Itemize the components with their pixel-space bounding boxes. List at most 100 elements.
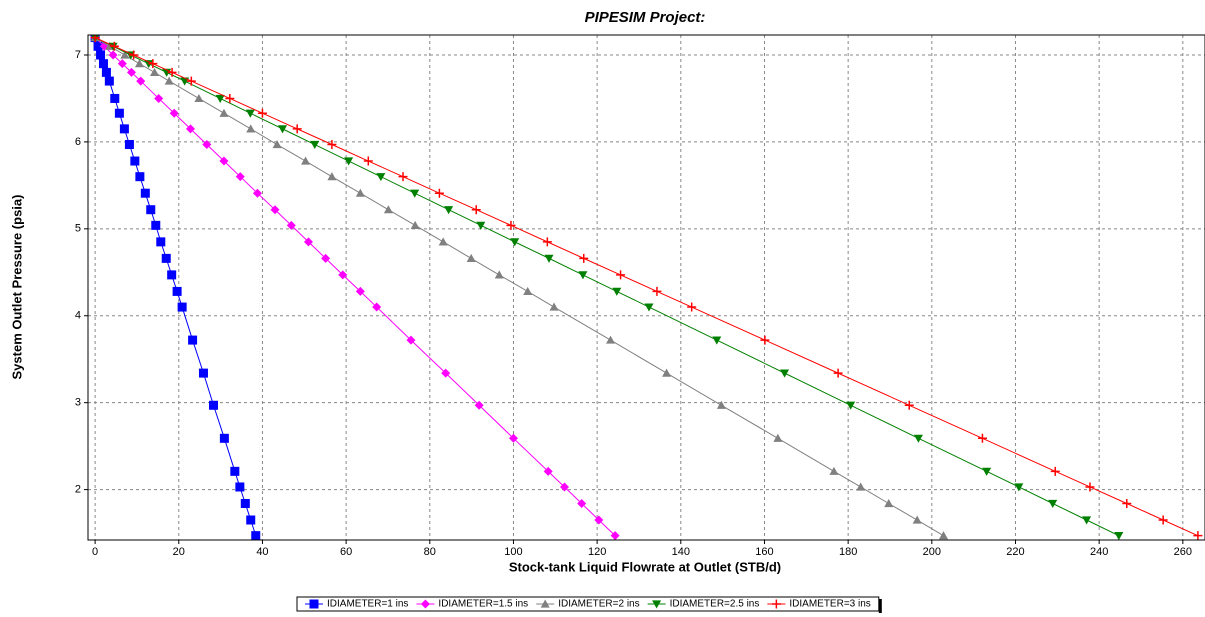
marker xyxy=(606,335,616,344)
plot-area xyxy=(90,35,1203,540)
marker xyxy=(110,93,120,103)
marker xyxy=(225,93,235,103)
marker xyxy=(344,157,354,166)
y-tick-label: 5 xyxy=(75,223,81,235)
marker xyxy=(543,466,553,476)
marker xyxy=(240,498,250,508)
marker xyxy=(410,189,420,198)
marker xyxy=(108,50,118,60)
marker xyxy=(135,172,145,182)
marker xyxy=(466,253,476,262)
x-tick-label: 200 xyxy=(923,546,941,558)
marker xyxy=(129,50,139,60)
marker xyxy=(164,76,174,85)
marker xyxy=(146,205,156,215)
marker xyxy=(252,188,262,198)
y-axis-label: System Outlet Pressure (psia) xyxy=(9,195,24,380)
marker xyxy=(140,188,150,198)
x-axis-label: Stock-tank Liquid Flowrate at Outlet (ST… xyxy=(509,559,781,574)
marker xyxy=(104,76,114,86)
marker xyxy=(594,515,604,525)
marker xyxy=(114,108,124,118)
marker xyxy=(177,302,187,312)
x-tick-label: 180 xyxy=(839,546,857,558)
y-tick-label: 6 xyxy=(75,136,81,148)
marker xyxy=(771,599,781,609)
marker xyxy=(398,172,408,182)
marker xyxy=(219,433,229,443)
series-line xyxy=(94,37,1199,537)
marker xyxy=(939,531,949,540)
marker xyxy=(278,125,288,134)
legend-label: IDIAMETER=3 ins xyxy=(789,599,870,610)
legend-label: IDIAMETER=2 ins xyxy=(558,599,639,610)
x-tick-label: 60 xyxy=(340,546,352,558)
marker xyxy=(327,140,337,150)
marker xyxy=(194,93,204,103)
marker xyxy=(98,59,108,69)
marker xyxy=(219,156,229,166)
marker xyxy=(235,172,245,182)
marker xyxy=(136,76,146,86)
marker xyxy=(185,124,195,134)
marker xyxy=(712,336,722,345)
marker xyxy=(1193,531,1203,540)
marker xyxy=(612,287,622,296)
x-tick-label: 80 xyxy=(424,546,436,558)
marker xyxy=(471,205,481,215)
x-tick-label: 240 xyxy=(1090,546,1108,558)
marker xyxy=(420,599,430,609)
marker xyxy=(716,400,726,409)
x-tick-label: 220 xyxy=(1006,546,1024,558)
marker xyxy=(372,302,382,312)
marker xyxy=(560,482,570,492)
marker xyxy=(235,482,245,492)
marker xyxy=(120,50,130,59)
marker xyxy=(151,220,161,230)
x-tick-label: 120 xyxy=(588,546,606,558)
marker xyxy=(246,124,256,133)
legend-shadow xyxy=(878,599,882,613)
marker xyxy=(215,94,225,103)
marker xyxy=(444,206,454,215)
marker xyxy=(309,599,319,609)
x-tick-label: 100 xyxy=(504,546,522,558)
y-tick-label: 7 xyxy=(75,49,81,61)
marker xyxy=(303,237,313,247)
marker xyxy=(209,400,219,410)
marker xyxy=(272,140,282,149)
marker xyxy=(257,108,267,118)
legend: IDIAMETER=1 ins IDIAMETER=1.5 ins IDIAMETE… xyxy=(296,596,882,613)
marker xyxy=(117,59,127,69)
marker xyxy=(355,286,365,296)
marker xyxy=(1158,515,1168,525)
marker xyxy=(93,41,103,51)
marker xyxy=(441,368,451,378)
marker xyxy=(150,67,160,76)
marker xyxy=(169,108,179,118)
marker xyxy=(270,205,280,215)
marker xyxy=(251,531,261,540)
marker xyxy=(245,109,255,118)
marker xyxy=(202,140,212,150)
marker xyxy=(434,188,444,198)
marker xyxy=(1114,532,1124,540)
marker xyxy=(494,270,504,279)
marker xyxy=(327,172,337,181)
marker xyxy=(542,237,552,247)
marker xyxy=(652,600,662,609)
chart-title: PIPESIM Project: xyxy=(585,9,706,26)
marker xyxy=(148,59,158,69)
marker xyxy=(321,253,331,263)
marker xyxy=(109,41,119,51)
marker xyxy=(829,466,839,475)
marker xyxy=(662,368,672,377)
marker xyxy=(186,76,196,86)
marker xyxy=(130,156,140,166)
marker xyxy=(610,531,620,540)
marker xyxy=(578,271,588,280)
marker xyxy=(652,286,662,296)
marker xyxy=(476,221,486,230)
legend-label: IDIAMETER=1.5 ins xyxy=(438,599,528,610)
